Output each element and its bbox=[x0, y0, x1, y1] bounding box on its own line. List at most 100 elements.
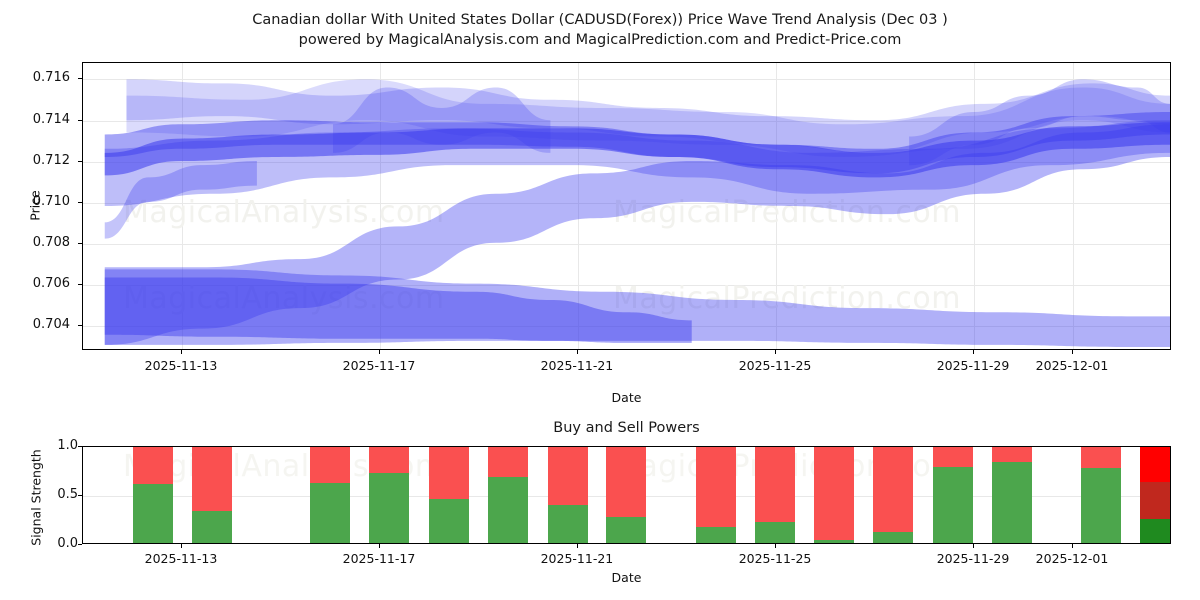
signal-bar-buy-segment bbox=[754, 522, 795, 543]
price-y-tick-mark bbox=[78, 78, 82, 80]
price-x-tick: 2025-11-29 bbox=[936, 358, 1010, 373]
signal-bar-buy-segment bbox=[1140, 518, 1170, 543]
price-x-tick-mark bbox=[775, 350, 777, 354]
price-x-tick-mark bbox=[1072, 350, 1073, 354]
signal-bar-buy-segment bbox=[310, 483, 351, 543]
signal-x-axis-label: Date bbox=[611, 570, 642, 585]
signal-x-tick: 2025-11-29 bbox=[936, 551, 1010, 566]
signal-bar-buy-segment bbox=[606, 516, 647, 543]
price-chart-plot-area: MagicalAnalysis.com MagicalPrediction.co… bbox=[82, 62, 1171, 350]
signal-bar-sell-segment bbox=[428, 447, 469, 499]
signal-bar[interactable] bbox=[132, 447, 173, 543]
signal-bar-buy-segment bbox=[547, 504, 588, 543]
signal-bar-buy-segment bbox=[814, 540, 855, 543]
price-gridline-v bbox=[379, 63, 381, 349]
price-wave-band bbox=[104, 269, 1170, 347]
price-x-tick: 2025-11-25 bbox=[738, 358, 812, 373]
signal-y-tick: 0.0 bbox=[57, 536, 78, 551]
price-wave-band bbox=[104, 161, 257, 239]
signal-bar-sell-segment bbox=[873, 447, 914, 533]
price-wave-band bbox=[909, 79, 1170, 166]
price-wave-band bbox=[104, 124, 1170, 345]
signal-bar-buy-segment bbox=[695, 527, 736, 543]
page-title: Canadian dollar With United States Dolla… bbox=[0, 10, 1200, 50]
price-wave-band bbox=[333, 87, 551, 153]
price-x-tick: 2025-11-13 bbox=[144, 358, 218, 373]
signal-bar-sell-segment bbox=[310, 447, 351, 484]
price-y-tick-mark bbox=[78, 119, 82, 121]
signal-y-tick: 0.5 bbox=[57, 487, 78, 502]
price-x-tick-mark bbox=[378, 350, 380, 354]
signal-chart-title: Buy and Sell Powers bbox=[553, 420, 700, 436]
price-wave-band bbox=[104, 122, 1170, 178]
signal-bar[interactable] bbox=[1140, 447, 1170, 543]
price-x-tick-mark bbox=[180, 350, 182, 354]
price-wave-band bbox=[126, 79, 1170, 153]
signal-bar-sell-segment bbox=[991, 447, 1032, 462]
signal-x-tick: 2025-11-13 bbox=[144, 551, 218, 566]
signal-bar-sell-segment bbox=[369, 447, 409, 474]
signal-bar-sell-segment bbox=[814, 447, 855, 541]
signal-bar-buy-segment bbox=[933, 466, 974, 543]
signal-y-tick-mark bbox=[78, 544, 82, 545]
signal-bar[interactable] bbox=[814, 447, 855, 543]
signal-x-tick: 2025-12-01 bbox=[1035, 551, 1109, 566]
signal-bar-sell-dark-segment bbox=[1140, 482, 1170, 519]
price-y-tick: 0.714 bbox=[32, 111, 70, 127]
signal-bar-sell-segment bbox=[695, 447, 736, 528]
signal-bar[interactable] bbox=[991, 447, 1032, 543]
signal-bar[interactable] bbox=[369, 447, 409, 543]
signal-x-tick-mark bbox=[576, 544, 578, 548]
signal-bar-sell-segment bbox=[132, 447, 173, 485]
signal-bar[interactable] bbox=[754, 447, 795, 543]
price-y-tick-mark bbox=[78, 201, 82, 203]
title-line-2: powered by MagicalAnalysis.com and Magic… bbox=[298, 32, 902, 48]
signal-bar[interactable] bbox=[695, 447, 736, 543]
price-x-tick: 2025-11-17 bbox=[342, 358, 416, 373]
signal-bar[interactable] bbox=[547, 447, 588, 543]
price-gridline-v bbox=[974, 63, 976, 349]
price-gridline-h bbox=[83, 285, 1170, 287]
price-gridline-h bbox=[83, 120, 1170, 122]
price-x-tick: 2025-11-21 bbox=[540, 358, 614, 373]
signal-bar[interactable] bbox=[310, 447, 351, 543]
signal-y-tick-mark bbox=[78, 495, 82, 496]
price-gridline-h bbox=[83, 161, 1170, 163]
price-gridline-h bbox=[83, 244, 1170, 246]
signal-bar-buy-segment bbox=[191, 510, 232, 543]
price-x-axis-label: Date bbox=[611, 390, 642, 405]
signal-bar-sell-segment bbox=[1140, 447, 1170, 483]
price-y-tick: 0.704 bbox=[32, 317, 70, 333]
signal-bar-buy-segment bbox=[369, 473, 409, 543]
price-y-tick: 0.708 bbox=[32, 235, 70, 251]
signal-bar-buy-segment bbox=[1081, 467, 1122, 543]
signal-bar-buy-segment bbox=[873, 532, 914, 543]
signal-bar[interactable] bbox=[873, 447, 914, 543]
signal-chart-plot-area: MagicalAnalysis.com MagicalPrediction.co… bbox=[82, 446, 1171, 544]
signal-bar-buy-segment bbox=[428, 498, 469, 543]
price-gridline-v bbox=[776, 63, 778, 349]
signal-bar[interactable] bbox=[606, 447, 647, 543]
signal-x-tick-mark bbox=[378, 544, 380, 548]
price-wave-band bbox=[126, 79, 1170, 157]
signal-y-tick: 1.0 bbox=[57, 438, 78, 453]
price-x-tick: 2025-12-01 bbox=[1035, 358, 1109, 373]
title-line-1: Canadian dollar With United States Dolla… bbox=[252, 12, 948, 28]
signal-bar[interactable] bbox=[1081, 447, 1122, 543]
price-gridline-h bbox=[83, 326, 1170, 328]
signal-bar[interactable] bbox=[428, 447, 469, 543]
signal-bar-buy-segment bbox=[132, 484, 173, 543]
price-gridline-v bbox=[1073, 63, 1074, 349]
signal-bar[interactable] bbox=[487, 447, 528, 543]
price-x-tick-mark bbox=[973, 350, 975, 354]
price-y-tick-mark bbox=[78, 243, 82, 245]
price-y-tick-mark bbox=[78, 160, 82, 162]
signal-x-tick: 2025-11-25 bbox=[738, 551, 812, 566]
price-wave-bands bbox=[104, 79, 1170, 347]
signal-x-tick: 2025-11-17 bbox=[342, 551, 416, 566]
price-y-tick-mark bbox=[78, 325, 82, 327]
price-y-tick-mark bbox=[78, 284, 82, 286]
signal-bar[interactable] bbox=[191, 447, 232, 543]
signal-bar[interactable] bbox=[933, 447, 974, 543]
